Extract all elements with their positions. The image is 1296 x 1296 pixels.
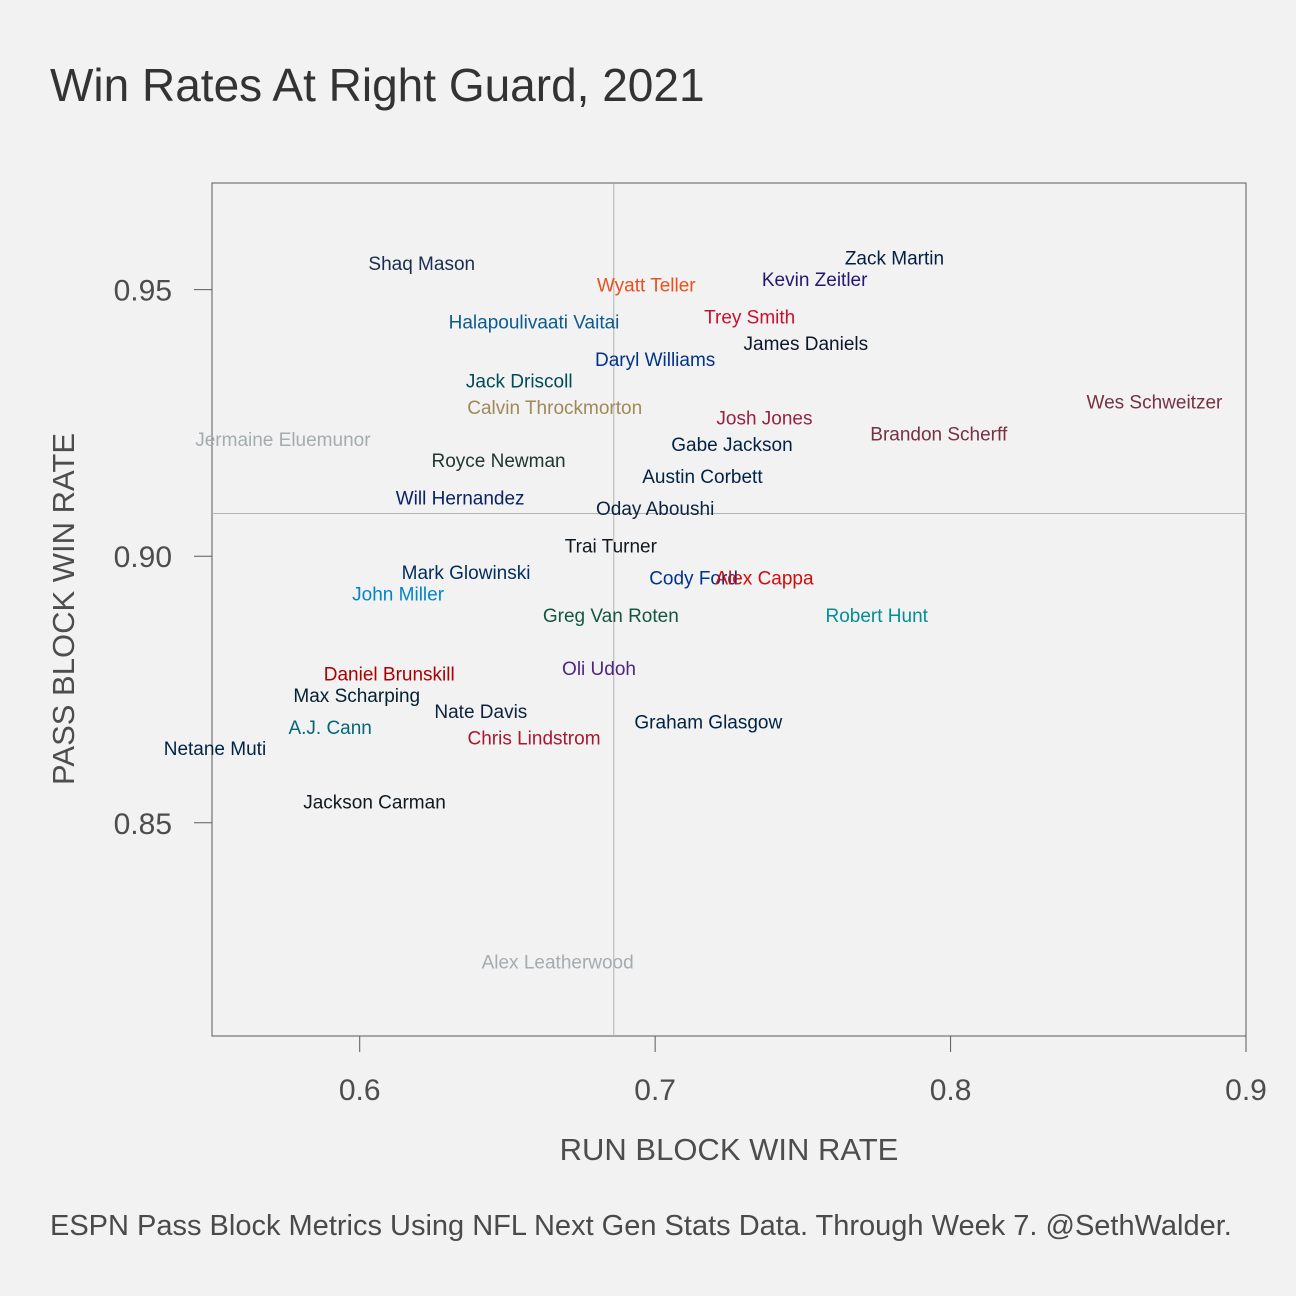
point-label: Will Hernandez: [396, 489, 525, 510]
point-label: Jackson Carman: [303, 792, 446, 813]
point-label: Greg Van Roten: [543, 606, 679, 627]
point-label: Austin Corbett: [642, 467, 763, 488]
point-label: Max Scharping: [293, 686, 420, 707]
point-label: Alex Cappa: [715, 569, 814, 590]
y-tick-label: 0.85: [114, 808, 172, 841]
x-tick-label: 0.7: [634, 1074, 676, 1107]
point-label: Jack Driscoll: [466, 371, 573, 392]
point-label: Robert Hunt: [825, 606, 928, 627]
point-label: James Daniels: [744, 334, 869, 355]
caption: ESPN Pass Block Metrics Using NFL Next G…: [50, 1210, 1232, 1242]
point-label: Mark Glowinski: [402, 563, 531, 584]
point-label: Halapoulivaati Vaitai: [449, 313, 620, 334]
y-axis: 0.85 0.90 0.95: [114, 275, 212, 841]
point-labels: Zack Martin Shaq Mason Kevin Zeitler Wyatt …: [164, 249, 1223, 974]
point-label: Royce Newman: [432, 451, 566, 472]
y-axis-title: PASS BLOCK WIN RATE: [46, 433, 81, 785]
point-label: Kevin Zeitler: [762, 270, 868, 291]
point-label: Trai Turner: [565, 537, 658, 558]
point-label: Wyatt Teller: [597, 275, 696, 296]
point-label: Shaq Mason: [368, 254, 475, 275]
point-label: Graham Glasgow: [634, 712, 782, 733]
y-tick-label: 0.95: [114, 275, 172, 308]
point-label: Netane Muti: [164, 739, 266, 760]
point-label: Wes Schweitzer: [1086, 393, 1223, 414]
point-label: Daryl Williams: [595, 350, 715, 371]
x-tick-label: 0.9: [1225, 1074, 1267, 1107]
x-tick-label: 0.8: [930, 1074, 972, 1107]
point-label: Chris Lindstrom: [467, 728, 600, 749]
x-axis-title: RUN BLOCK WIN RATE: [560, 1132, 899, 1167]
y-tick-label: 0.90: [114, 541, 172, 574]
point-label: Oli Udoh: [562, 659, 636, 680]
reference-lines: [212, 183, 1246, 1036]
point-label: John Miller: [352, 585, 445, 606]
point-label: Calvin Throckmorton: [467, 398, 642, 419]
point-label: Alex Leatherwood: [482, 952, 634, 973]
x-tick-label: 0.6: [339, 1074, 381, 1107]
point-label: Oday Aboushi: [596, 499, 714, 520]
x-axis: 0.6 0.7 0.8 0.9: [339, 1036, 1267, 1107]
point-label: Trey Smith: [704, 307, 795, 328]
point-label: Daniel Brunskill: [324, 664, 455, 685]
point-label: Brandon Scherff: [870, 425, 1008, 446]
point-label: Josh Jones: [716, 409, 812, 430]
point-label: A.J. Cann: [288, 718, 371, 739]
chart-title: Win Rates At Right Guard, 2021: [50, 59, 705, 111]
point-label: Jermaine Eluemunor: [195, 430, 371, 451]
point-label: Cody Ford: [649, 569, 738, 590]
point-label: Zack Martin: [845, 249, 944, 270]
point-label: Nate Davis: [434, 702, 527, 723]
plot-frame: [211, 182, 1247, 1037]
point-label: Gabe Jackson: [671, 435, 792, 456]
